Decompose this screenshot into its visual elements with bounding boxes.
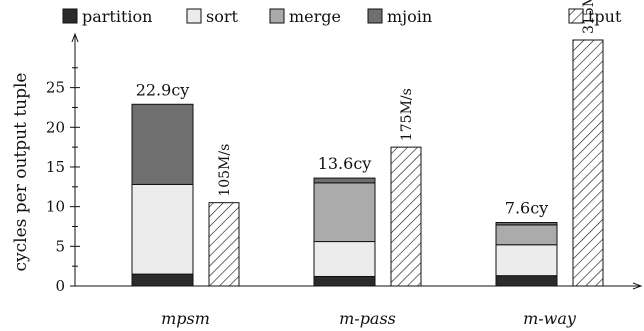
bar-mjoin-m-way: [496, 223, 557, 225]
legend-swatch-partition: [63, 9, 77, 23]
total-label-mpsm: 22.9cy: [136, 80, 190, 99]
legend-label-tput: tput: [588, 7, 622, 26]
total-label-m-pass: 13.6cy: [318, 154, 372, 173]
legend-swatch-mjoin: [368, 9, 382, 23]
legend-label-partition: partition: [82, 7, 152, 26]
tput-label-m-pass: 175M/s: [399, 88, 415, 141]
legend-swatch-sort: [187, 9, 201, 23]
legend: partition sort merge mjoin tput: [63, 7, 622, 26]
legend-label-mjoin: mjoin: [387, 7, 432, 26]
legend-label-sort: sort: [206, 7, 238, 26]
bar-partition-m-pass: [314, 276, 375, 286]
total-label-m-way: 7.6cy: [505, 199, 548, 218]
bar-merge-m-pass: [314, 183, 375, 242]
bar-sort-m-pass: [314, 242, 375, 277]
bar-tput-m-pass: [391, 147, 421, 286]
y-tick-label: 10: [46, 198, 65, 216]
y-axis: 0 5 10 15 20 25: [46, 34, 80, 295]
legend-label-merge: merge: [289, 7, 341, 26]
bar-tput-m-way: [573, 40, 603, 286]
x-category-label-mpsm: mpsm: [161, 309, 210, 328]
y-tick-label: 5: [55, 237, 65, 255]
legend-swatch-merge: [270, 9, 284, 23]
x-category-label-m-pass: m-pass: [339, 309, 396, 328]
tput-label-mpsm: 105M/s: [217, 144, 233, 197]
y-axis-title: cycles per output tuple: [11, 73, 31, 272]
bar-sort-mpsm: [132, 184, 193, 274]
bar-mjoin-m-pass: [314, 178, 375, 183]
bar-mjoin-mpsm: [132, 104, 193, 184]
y-tick-label: 15: [46, 158, 65, 176]
bar-tput-mpsm: [209, 203, 239, 286]
bar-partition-mpsm: [132, 274, 193, 286]
y-tick-label: 25: [46, 79, 65, 97]
y-tick-label: 0: [55, 277, 65, 295]
x-category-label-m-way: m-way: [523, 309, 577, 328]
bar-partition-m-way: [496, 276, 557, 286]
legend-swatch-tput: [569, 9, 583, 23]
bar-merge-m-way: [496, 225, 557, 245]
bar-sort-m-way: [496, 245, 557, 276]
y-tick-label: 20: [46, 118, 65, 136]
